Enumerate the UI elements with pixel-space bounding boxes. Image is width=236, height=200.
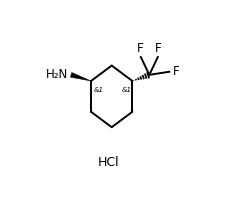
Text: H₂N: H₂N [46,68,68,81]
Text: F: F [137,42,143,55]
Text: F: F [173,65,179,78]
Text: HCl: HCl [98,156,119,169]
Text: F: F [155,42,162,55]
Text: &1: &1 [122,87,132,93]
Text: &1: &1 [93,87,103,93]
Polygon shape [70,72,91,81]
